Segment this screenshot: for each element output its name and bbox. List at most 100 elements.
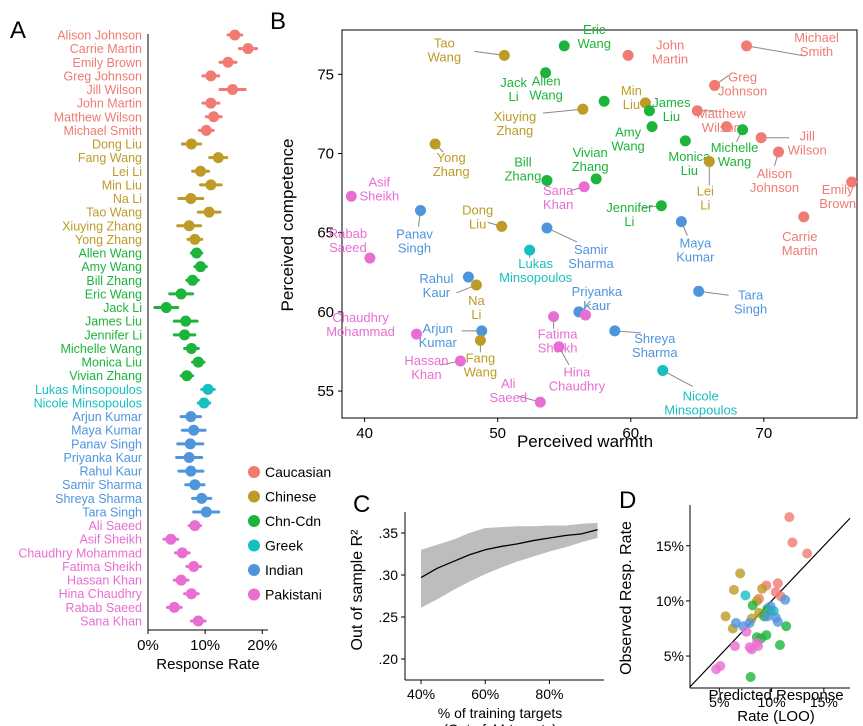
b-point-label: Xiuying Zhang [494, 109, 537, 138]
legend-label: Indian [265, 562, 303, 578]
b-point [524, 244, 536, 256]
b-leader-line [542, 108, 583, 114]
a-point [229, 29, 241, 41]
a-point [192, 615, 204, 627]
a-point [188, 560, 200, 572]
b-point-label: Carrie Martin [782, 229, 818, 258]
b-point [655, 200, 667, 212]
b-x-tick-label: 50 [489, 425, 506, 442]
a-point [195, 261, 207, 273]
d-x-tick-label: 5% [709, 694, 729, 710]
d-point [751, 637, 762, 648]
a-x-tick-label: 10% [190, 637, 220, 654]
a-row-label: Asif Sheikh [79, 533, 142, 547]
a-row-label: Na Li [113, 192, 142, 206]
legend: Caucasian Chinese Chn-Cdn Greek Indian Pakist… [248, 464, 331, 603]
c-y-tick-label: .20 [379, 651, 399, 667]
b-point [580, 309, 592, 321]
b-point-label: Tao Wang [428, 35, 461, 64]
a-point [181, 370, 193, 382]
b-point [541, 222, 553, 234]
a-x-tick-label: 20% [247, 637, 277, 654]
a-point [222, 56, 234, 68]
b-point-label: John Martin [652, 37, 688, 66]
d-point [787, 537, 798, 548]
a-row-label: John Martin [77, 97, 142, 111]
a-row-label: Hassan Khan [67, 574, 142, 588]
legend-swatch [248, 539, 260, 552]
a-row-label: Dong Liu [92, 138, 142, 152]
d-point [711, 664, 722, 675]
a-row-label: Monica Liu [82, 356, 142, 370]
b-point [657, 364, 669, 376]
a-row-label: Lukas Minsopoulos [35, 383, 142, 397]
d-x-tick-label: 15% [810, 694, 838, 710]
b-point-label: Na Li [468, 293, 485, 322]
c-y-tick-label: .30 [379, 567, 399, 583]
b-point [741, 40, 753, 52]
b-x-axis-label: Perceived warmth [517, 432, 653, 451]
d-point [772, 616, 783, 627]
b-point-label: Yong Zhang [433, 150, 470, 179]
a-point [185, 411, 197, 423]
b-point-label: Min Liu [621, 83, 642, 112]
a-x-tick-label: 0% [137, 637, 159, 654]
a-point [160, 302, 172, 314]
a-row-label: Samir Sharma [62, 478, 142, 492]
b-point-label: Panav Singh [396, 227, 433, 256]
b-point-label: Vivian Zhang [572, 145, 609, 174]
a-row-label: Bill Zhang [86, 274, 142, 288]
b-point [411, 328, 423, 340]
b-point-label: Ali Saeed [489, 376, 527, 405]
b-y-tick-label: 60 [317, 304, 334, 321]
b-point [846, 176, 858, 188]
c-y-tick-label: .25 [379, 609, 399, 625]
a-row-label: Xiuying Zhang [62, 219, 142, 233]
b-point-label: Emily Brown [819, 182, 856, 211]
a-row-label: Greg Johnson [63, 69, 142, 83]
a-row-label: Allen Wang [79, 247, 143, 261]
b-point [548, 311, 560, 323]
b-x-tick-label: 60 [622, 425, 639, 442]
b-y-tick-label: 75 [317, 66, 334, 83]
b-point [553, 341, 565, 353]
a-point [205, 179, 217, 191]
b-point-label: Priyanka Kaur [572, 284, 623, 313]
c-mean-line [420, 529, 598, 579]
b-point-label: Chaudhry Mohammad [326, 310, 395, 339]
b-point [415, 205, 427, 217]
b-point [675, 216, 687, 228]
a-row-label: Jennifer Li [84, 328, 142, 342]
d-y-tick-label: 15% [656, 538, 684, 554]
a-row-label: Carrie Martin [70, 42, 142, 56]
b-leader-line [546, 227, 578, 243]
b-point-label: Bill Zhang [504, 154, 541, 183]
a-row-label: Amy Wang [81, 260, 142, 274]
b-point [534, 396, 546, 408]
b-point-label: Michelle Wang [711, 140, 759, 169]
a-point [205, 70, 217, 82]
b-point-label: Shreya Sharma [632, 331, 678, 360]
panel-letter-d: D [619, 487, 636, 514]
b-point-label: Tara Singh [734, 287, 767, 316]
legend-swatch [248, 564, 260, 576]
d-point [728, 584, 739, 595]
d-point [780, 594, 791, 605]
b-point [798, 211, 810, 223]
d-y-tick-label: 10% [656, 593, 684, 609]
b-x-tick-label: 40 [356, 425, 373, 442]
a-row-label: Matthew Wilson [54, 110, 142, 124]
b-point [755, 132, 767, 144]
c-y-axis-label: Out of sample R² [349, 529, 366, 651]
b-point [498, 49, 510, 61]
b-point-label: Allen Wang [529, 73, 562, 102]
a-row-label: Vivian Zhang [69, 369, 142, 383]
b-point-label: James Liu [652, 95, 691, 124]
panel-letter-a: A [10, 17, 26, 44]
c-band [421, 522, 598, 608]
a-row-label: Nicole Minsopoulos [34, 396, 142, 410]
a-row-label: Rabab Saeed [66, 601, 143, 615]
b-point-label: Jennifer Li [606, 200, 653, 229]
d-point [720, 611, 731, 622]
d-point [740, 590, 751, 601]
